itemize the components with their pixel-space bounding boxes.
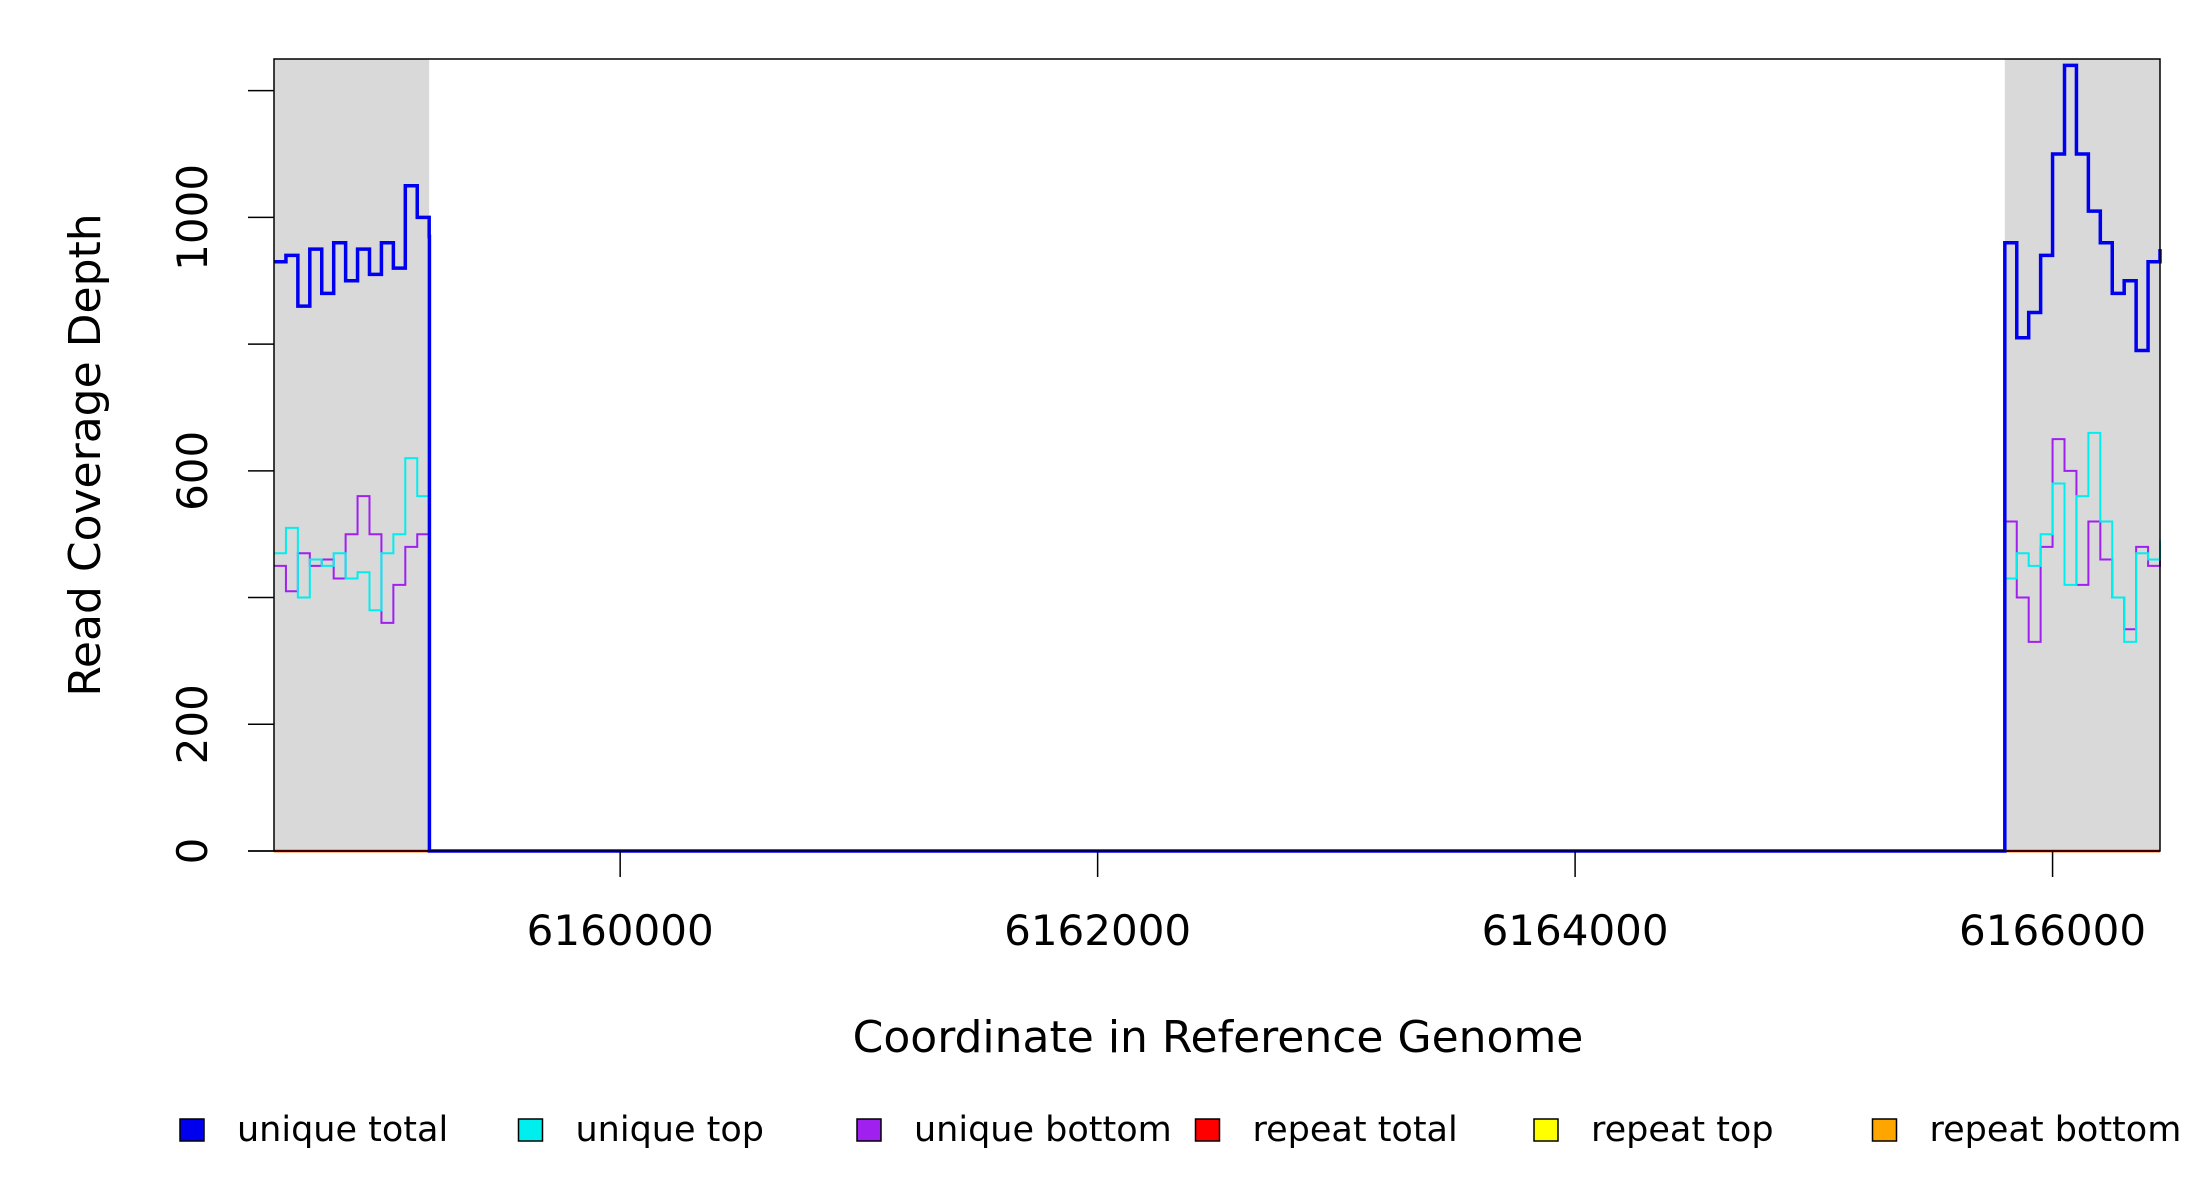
shaded-region-1 (2004, 59, 2160, 851)
legend-swatch-unique-top (517, 1118, 544, 1142)
y-axis: 0 200 600 1000 (168, 89, 274, 865)
legend-swatch-repeat-top (1533, 1118, 1559, 1142)
legend: unique total unique top unique bottom repea… (179, 1110, 2182, 1150)
y-axis-label: Read Coverage Depth (60, 213, 111, 696)
x-tick-label: 6166000 (1959, 906, 2146, 955)
x-axis: 6160000 6162000 6164000 6166000 (527, 851, 2146, 955)
shaded-region-0 (274, 59, 430, 851)
legend-label-unique-top: unique top (576, 1110, 765, 1150)
legend-label-repeat-top: repeat top (1591, 1110, 1774, 1150)
legend-label-repeat-total: repeat total (1253, 1110, 1458, 1150)
legend-swatch-repeat-bottom (1871, 1118, 1898, 1142)
shaded-regions (274, 59, 2160, 851)
legend-label-unique-bottom: unique bottom (914, 1110, 1172, 1150)
x-axis-label: Coordinate in Reference Genome (853, 1012, 1584, 1063)
y-tick-label: 0 (168, 838, 217, 865)
x-tick-label: 6162000 (1004, 906, 1191, 955)
legend-swatch-unique-bottom (856, 1118, 882, 1142)
x-tick-label: 6164000 (1482, 906, 1669, 955)
legend-swatch-repeat-total (1194, 1118, 1221, 1142)
plot-frame (273, 58, 2161, 852)
series-lines (274, 63, 2162, 853)
y-tick-label: 1000 (168, 164, 217, 271)
series-line-unique-top (274, 431, 2161, 852)
legend-label-unique-total: unique total (237, 1110, 448, 1150)
x-tick-label: 6160000 (527, 906, 714, 955)
legend-label-repeat-bottom: repeat bottom (1930, 1110, 2182, 1150)
y-tick-label: 200 (168, 684, 217, 764)
series-line-unique-bottom (274, 438, 2161, 852)
legend-swatch-unique-total (179, 1118, 205, 1142)
y-tick-label: 600 (168, 431, 217, 511)
series-line-unique-total (274, 63, 2162, 853)
